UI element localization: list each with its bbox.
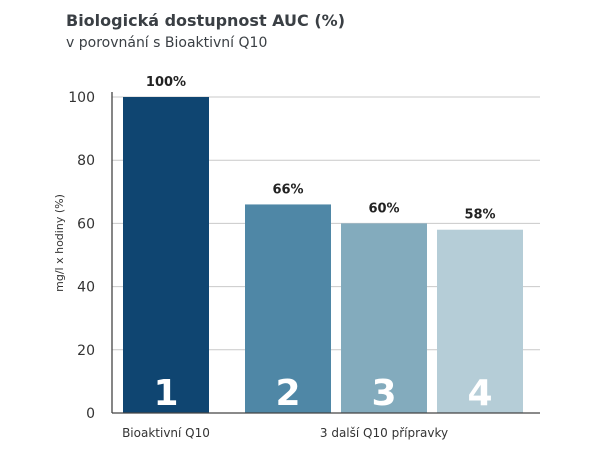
bar-number: 4 <box>467 373 492 414</box>
bar-number: 2 <box>275 373 300 414</box>
category-label: 3 další Q10 přípravky <box>320 426 448 440</box>
y-tick-label: 40 <box>77 280 95 296</box>
data-label: 66% <box>272 182 303 197</box>
data-label: 60% <box>368 201 399 216</box>
data-label: 100% <box>146 75 186 90</box>
bar-4 <box>437 229 523 413</box>
y-tick-label: 20 <box>77 343 95 359</box>
bar-number: 3 <box>371 373 396 414</box>
chart-title: Biologická dostupnost AUC (%) <box>66 11 346 30</box>
y-tick-label: 0 <box>86 406 95 422</box>
chart-subtitle: v porovnání s Bioaktivní Q10 <box>66 35 268 51</box>
y-axis-label: mg/l x hodiny (%) <box>53 194 66 292</box>
bar-3 <box>341 223 427 413</box>
y-tick-label: 60 <box>77 216 95 232</box>
bar-number: 1 <box>153 373 178 414</box>
bar-2 <box>245 204 331 413</box>
category-label: Bioaktivní Q10 <box>122 426 210 440</box>
bar-1 <box>123 97 209 413</box>
y-tick-label: 80 <box>77 153 95 169</box>
y-tick-label: 100 <box>68 90 95 106</box>
data-label: 58% <box>464 208 495 223</box>
